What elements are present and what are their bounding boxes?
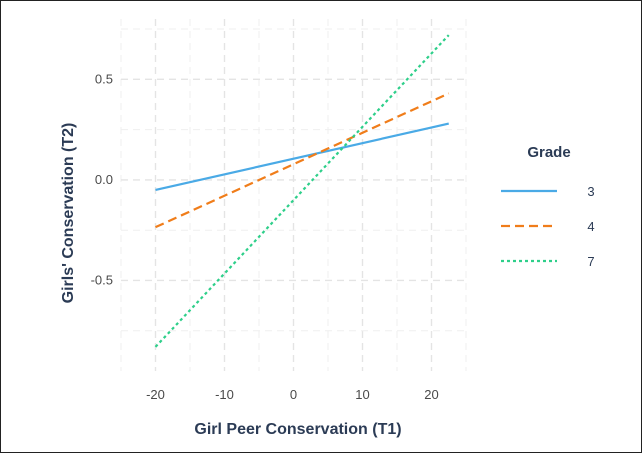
y-axis-title: Girls' Conservation (T2) — [60, 123, 77, 304]
x-axis-title: Girl Peer Conservation (T1) — [194, 421, 401, 438]
y-tick-label: 0.0 — [95, 172, 113, 187]
x-axis-ticks: -20 -10 0 10 20 — [146, 387, 439, 402]
legend-label-grade-3: 3 — [587, 184, 594, 199]
y-tick-label: -0.5 — [91, 272, 113, 287]
legend-label-grade-4: 4 — [587, 219, 594, 234]
series-line-grade-7 — [154, 34, 450, 348]
legend: Grade 3 4 7 — [501, 144, 595, 269]
x-tick-label: -10 — [215, 387, 234, 402]
series-lines — [154, 34, 450, 348]
grid-lines — [120, 19, 467, 371]
series-line-grade-4 — [155, 92, 450, 229]
x-tick-label: -20 — [146, 387, 165, 402]
series-line-grade-3 — [155, 122, 449, 192]
y-tick-label: 0.5 — [95, 71, 113, 86]
x-tick-label: 0 — [290, 387, 297, 402]
y-axis-ticks: -0.5 0.0 0.5 — [91, 71, 113, 287]
legend-items: 3 4 7 — [501, 184, 595, 269]
legend-title: Grade — [527, 144, 570, 161]
x-tick-label: 20 — [424, 387, 438, 402]
x-tick-label: 10 — [355, 387, 369, 402]
legend-label-grade-7: 7 — [587, 254, 594, 269]
